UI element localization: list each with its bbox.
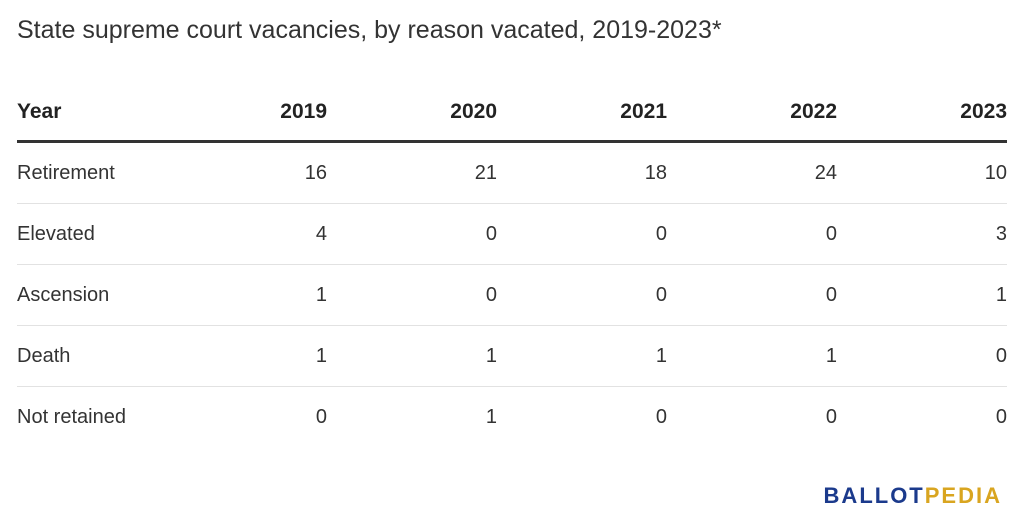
table-row: Death 1 1 1 1 0 — [17, 325, 1007, 387]
table-cell: 0 — [327, 203, 497, 265]
column-header: Year — [17, 84, 157, 143]
vacancies-table: Year 2019 2020 2021 2022 2023 Retirement… — [17, 84, 1007, 447]
column-header: 2022 — [667, 84, 837, 143]
table-cell: 0 — [825, 405, 837, 428]
table-cell: 0 — [667, 264, 837, 326]
table-cell: 24 — [667, 141, 837, 204]
row-label: Retirement — [17, 141, 157, 204]
chart-title: State supreme court vacancies, by reason… — [17, 16, 722, 44]
table-cell: 0 — [327, 264, 497, 326]
row-label: Death — [17, 325, 157, 387]
column-header: 2023 — [837, 84, 1007, 143]
table-cell: 0 — [995, 405, 1007, 428]
column-header: 2019 — [157, 84, 327, 143]
table-cell: 0 — [497, 264, 667, 326]
logo-part-pedia: PEDIA — [924, 483, 1002, 508]
table-row: Ascension 1 0 0 0 1 — [17, 264, 1007, 326]
table-cell: 1 — [837, 264, 1007, 326]
table-cell: 1 — [157, 264, 327, 326]
column-header: 2021 — [497, 84, 667, 143]
table-cell: 1 — [485, 405, 497, 428]
table-cell: 18 — [497, 141, 667, 204]
table-row: Retirement 16 21 18 24 10 — [17, 141, 1007, 204]
table-cell: 1 — [157, 325, 327, 387]
table-cell: 3 — [837, 203, 1007, 265]
table-cell: 10 — [837, 141, 1007, 204]
table-cell: 1 — [667, 325, 837, 387]
ballotpedia-logo: BALLOTPEDIA — [824, 483, 1002, 509]
row-label: Ascension — [17, 264, 157, 326]
table-cell: 0 — [667, 203, 837, 265]
table-cell: 4 — [157, 203, 327, 265]
table-cell: 0 — [837, 325, 1007, 387]
table-cell: 0 — [315, 405, 327, 428]
table-cell: 21 — [327, 141, 497, 204]
column-header: 2020 — [327, 84, 497, 143]
table-cell: 1 — [327, 325, 497, 387]
header-row: Year 2019 2020 2021 2022 2023 — [17, 84, 1007, 143]
row-label: Elevated — [17, 203, 157, 265]
row-label: Not retained — [17, 405, 126, 428]
table-cell: 16 — [157, 141, 327, 204]
table-cell: 1 — [497, 325, 667, 387]
table-cell: 0 — [655, 405, 667, 428]
logo-part-ballot: BALLOT — [823, 483, 925, 508]
table-cell: 0 — [497, 203, 667, 265]
table-row: Elevated 4 0 0 0 3 — [17, 203, 1007, 265]
table-row: Not retained 0 1 0 0 0 — [17, 387, 1007, 448]
